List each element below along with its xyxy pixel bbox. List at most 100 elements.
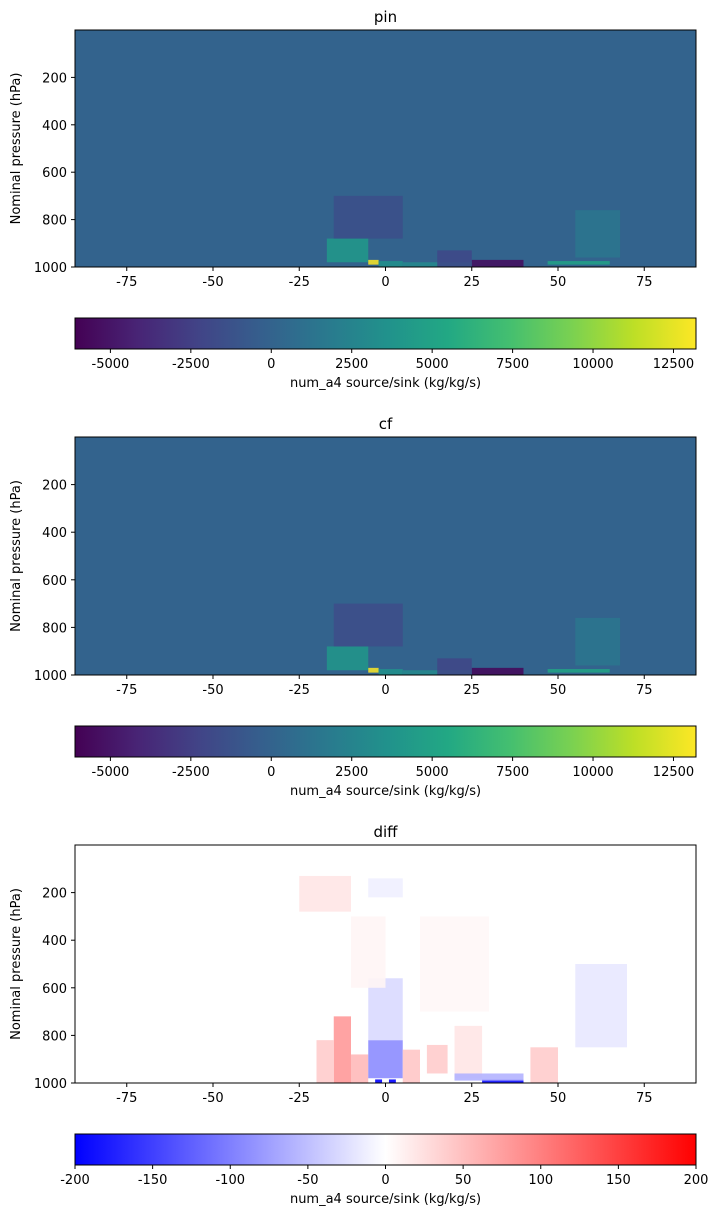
heatmap-cells — [326, 195, 621, 267]
heatmap-cell — [378, 261, 403, 267]
colorbar — [74, 1133, 697, 1166]
heatmap-cell — [575, 617, 621, 666]
heatmap-cell — [575, 210, 621, 258]
colorbar — [74, 725, 697, 758]
y-axis-label: Nominal pressure (hPa) — [9, 73, 24, 225]
heatmap-cells — [299, 875, 627, 1083]
colorbar-tick-label: 12500 — [653, 357, 694, 372]
chart-title: diff — [373, 823, 398, 841]
colorbar — [74, 317, 697, 350]
heatmap-cell — [378, 669, 403, 675]
colorbar-tick-label: 0 — [267, 357, 275, 372]
colorbar-tick-label: 2500 — [335, 765, 368, 780]
heatmap-cell — [368, 667, 379, 673]
y-tick-label: 400 — [42, 526, 67, 541]
heatmap-cell — [454, 1025, 483, 1079]
x-tick-label: 50 — [550, 275, 567, 290]
x-tick-label: 75 — [636, 1091, 653, 1106]
colorbar-label: num_a4 source/sink (kg/kg/s) — [290, 376, 481, 391]
colorbar-tick-label: 5000 — [416, 357, 449, 372]
colorbar-tick-label: -200 — [60, 1173, 90, 1188]
heatmap-cell — [326, 238, 369, 263]
heatmap-cell — [299, 875, 351, 912]
x-tick-label: -50 — [202, 683, 223, 698]
heatmap-cell — [368, 878, 403, 898]
y-tick-label: 1000 — [34, 669, 67, 684]
heatmap-cell — [471, 259, 524, 267]
x-tick-label: -75 — [116, 683, 137, 698]
x-tick-label: -75 — [116, 275, 137, 290]
heatmap-cell — [388, 1079, 396, 1083]
heatmap-cell — [530, 1047, 558, 1083]
colorbar-tick-label: -2500 — [172, 357, 210, 372]
heatmap-cell — [368, 1040, 403, 1079]
heatmap-cell — [316, 1040, 334, 1083]
x-tick-label: -50 — [202, 275, 223, 290]
x-tick-label: 25 — [463, 275, 480, 290]
colorbar-tick-label: 10000 — [572, 765, 613, 780]
colorbar-tick-label: 7500 — [496, 357, 529, 372]
colorbar-tick-label: -5000 — [92, 765, 130, 780]
colorbar-tick-label: 2500 — [335, 357, 368, 372]
x-tick-label: 0 — [381, 1091, 389, 1106]
heatmap-cell — [420, 916, 489, 1012]
y-tick-label: 600 — [42, 574, 67, 589]
x-tick-label: 50 — [550, 683, 567, 698]
x-tick-label: -75 — [116, 1091, 137, 1106]
colorbar-tick-label: 7500 — [496, 765, 529, 780]
chart-panel-cf: cf -75 -50 -25 0 25 50 75 200 400 600 800 1000 Nomina… — [9, 415, 697, 799]
heatmap-cell — [368, 978, 403, 1041]
y-tick-label: 800 — [42, 621, 67, 636]
heatmap-cell — [426, 1044, 448, 1074]
x-tick-label: -50 — [202, 1091, 223, 1106]
heatmap-cell — [333, 195, 403, 239]
colorbar-tick-label: 10000 — [572, 357, 613, 372]
heatmap-cell — [482, 1079, 524, 1083]
heatmap-cell — [333, 1016, 351, 1083]
heatmap-cell — [437, 250, 472, 267]
y-tick-label: 600 — [42, 982, 67, 997]
colorbar-tick-label: 50 — [455, 1173, 472, 1188]
heatmap-cell — [471, 667, 524, 675]
heatmap-cell — [333, 603, 403, 647]
chart-panel-pin: pin -75 -50 -25 0 25 50 75 200 400 600 800 1000 Nomin… — [9, 8, 697, 391]
heatmap-cell — [454, 1073, 524, 1081]
colorbar-label: num_a4 source/sink (kg/kg/s) — [290, 784, 481, 799]
colorbar-tick-label: -50 — [297, 1173, 318, 1188]
x-tick-label: -25 — [289, 1091, 310, 1106]
y-tick-label: 1000 — [34, 1077, 67, 1092]
x-tick-label: -25 — [289, 683, 310, 698]
x-tick-label: 0 — [381, 683, 389, 698]
colorbar-tick-label: -2500 — [172, 765, 210, 780]
x-tick-label: 75 — [636, 275, 653, 290]
colorbar-tick-label: -5000 — [92, 357, 130, 372]
colorbar-tick-label: 100 — [528, 1173, 553, 1188]
y-axis-label: Nominal pressure (hPa) — [9, 480, 24, 632]
y-tick-label: 200 — [42, 479, 67, 494]
heatmap-cell — [437, 658, 472, 675]
colorbar-tick-label: 200 — [684, 1173, 709, 1188]
y-tick-label: 400 — [42, 119, 67, 134]
heatmap-cell — [351, 916, 386, 988]
colorbar-tick-label: 0 — [381, 1173, 389, 1188]
chart-panel-diff: diff-75 -50 -25 0 25 50 752004006008001000Nomi… — [9, 823, 708, 1207]
chart-title: cf — [379, 415, 393, 433]
x-tick-label: 25 — [463, 683, 480, 698]
chart-title: pin — [374, 8, 397, 26]
heatmap-cell — [547, 261, 610, 265]
heatmap-cell — [326, 646, 369, 671]
x-tick-label: 25 — [463, 1091, 480, 1106]
heatmap-cell — [368, 259, 379, 265]
colorbar-tick-label: 5000 — [416, 765, 449, 780]
y-tick-label: 800 — [42, 214, 67, 229]
colorbar-tick-label: -150 — [138, 1173, 168, 1188]
y-tick-label: 200 — [42, 71, 67, 86]
y-tick-label: 600 — [42, 166, 67, 181]
y-tick-label: 200 — [42, 887, 67, 902]
x-tick-label: -25 — [289, 275, 310, 290]
colorbar-label: num_a4 source/sink (kg/kg/s) — [290, 1192, 481, 1207]
colorbar-tick-label: -100 — [215, 1173, 245, 1188]
x-tick-label: 75 — [636, 683, 653, 698]
heatmap-cell — [402, 1049, 420, 1083]
